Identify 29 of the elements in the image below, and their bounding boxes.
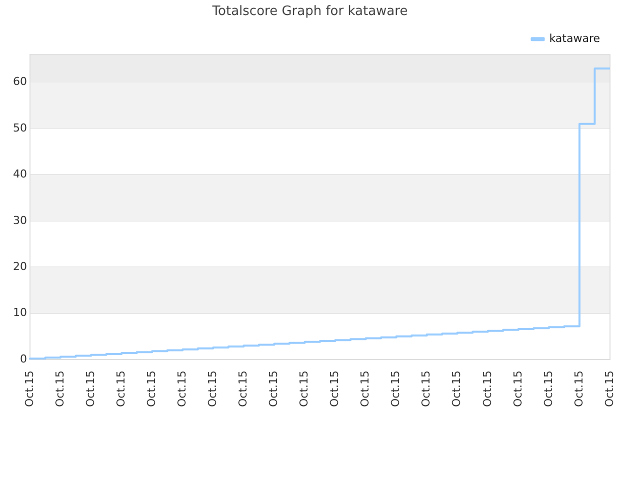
x-tick-label: Oct.15 — [420, 370, 433, 408]
x-tick-label: Oct.15 — [22, 370, 36, 408]
x-tick-label: Oct.15 — [175, 370, 188, 408]
x-tick-label: Oct.15 — [450, 370, 464, 408]
x-tick-label: Oct.15 — [389, 370, 402, 408]
y-tick-label: 0 — [20, 352, 27, 366]
legend-label: kataware — [549, 32, 600, 45]
x-tick-label: Oct.15 — [267, 370, 280, 408]
x-tick-label: Oct.15 — [358, 370, 372, 408]
x-tick-label: Oct.15 — [602, 370, 616, 408]
x-tick-label: Oct.15 — [542, 370, 555, 408]
x-tick-label: Oct.15 — [114, 370, 128, 408]
y-tick-label: 20 — [12, 260, 27, 273]
chart-title: Totalscore Graph for kataware — [211, 4, 408, 20]
x-tick-label: Oct.15 — [53, 370, 66, 408]
x-tick-label: Oct.15 — [511, 370, 524, 408]
x-tick-label: Oct.15 — [328, 370, 342, 408]
x-tick-label: Oct.15 — [206, 370, 220, 408]
x-tick-label: Oct.15 — [84, 370, 97, 408]
y-tick-label: 60 — [12, 75, 27, 88]
x-tick-label: Oct.15 — [480, 370, 494, 408]
x-tick-label: Oct.15 — [572, 370, 586, 408]
x-tick-label: Oct.15 — [144, 370, 158, 408]
y-tick-label: 50 — [12, 121, 27, 134]
x-tick-label: Oct.15 — [236, 370, 250, 408]
x-tick-label: Oct.15 — [298, 370, 311, 408]
y-tick-label: 10 — [12, 306, 27, 320]
y-tick-label: 40 — [12, 168, 27, 181]
y-tick-label: 30 — [12, 214, 27, 227]
